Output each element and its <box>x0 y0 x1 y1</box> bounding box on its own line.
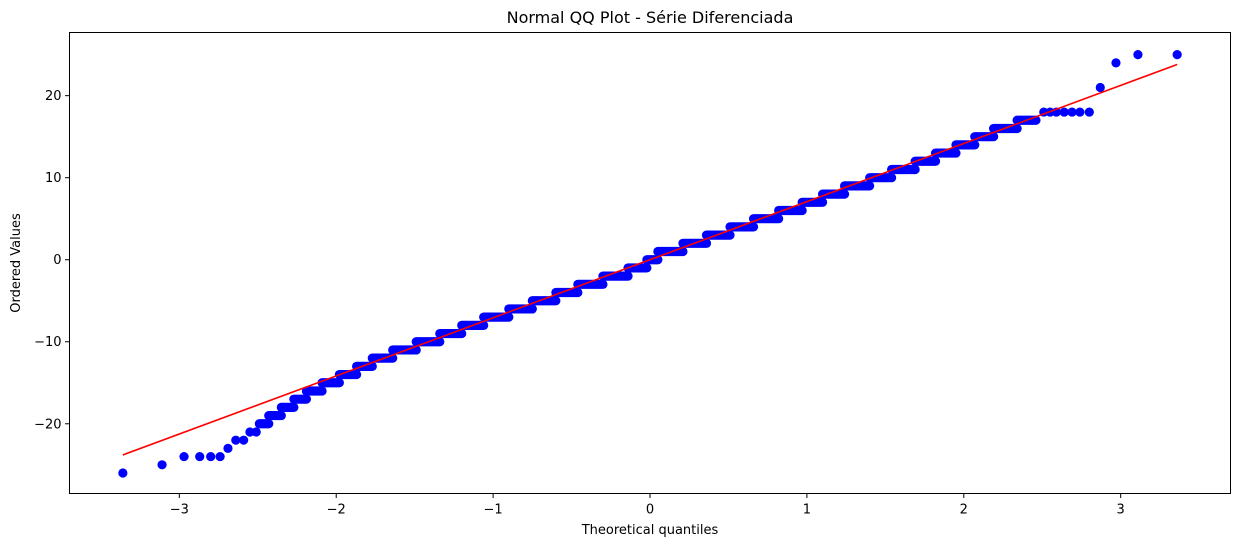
data-point <box>206 451 216 462</box>
data-point <box>1095 82 1105 93</box>
x-tick-label: −1 <box>484 503 503 518</box>
data-point <box>1067 107 1077 117</box>
x-tick-label: 3 <box>1117 503 1125 518</box>
data-point <box>239 435 249 445</box>
y-tick-label: −20 <box>34 417 61 432</box>
y-axis: −20 −10 0 10 20 <box>34 89 70 432</box>
x-tick-label: 2 <box>960 503 968 518</box>
data-point <box>215 451 225 462</box>
data-point-run <box>930 148 961 158</box>
data-point <box>118 468 128 478</box>
x-tick-label: 0 <box>646 503 654 518</box>
data-point <box>1059 107 1069 117</box>
data-point <box>1111 58 1121 68</box>
data-point <box>251 427 261 437</box>
y-tick-label: 0 <box>53 253 61 268</box>
data-point <box>1084 107 1094 117</box>
x-axis: −3 −2 −1 0 1 2 3 <box>170 493 1125 518</box>
x-axis-label: Theoretical quantiles <box>581 523 719 538</box>
fit-line <box>122 63 1178 456</box>
y-axis-label: Ordered Values <box>9 213 24 313</box>
data-point-run <box>352 361 377 371</box>
data-points <box>118 50 1182 478</box>
data-point-run <box>334 369 362 380</box>
y-tick-label: 10 <box>45 171 62 186</box>
data-point-run <box>887 164 920 175</box>
data-point-run <box>951 140 980 150</box>
data-point-run <box>598 271 633 281</box>
x-tick-label: −2 <box>327 503 346 518</box>
data-point <box>157 460 167 470</box>
data-point <box>1172 50 1182 60</box>
data-point <box>1133 50 1143 60</box>
data-point-run <box>797 197 828 207</box>
y-tick-label: 20 <box>45 89 62 104</box>
data-point-run <box>865 173 897 183</box>
data-point-run <box>910 156 941 166</box>
data-point <box>179 451 189 462</box>
data-point-run <box>254 419 274 429</box>
data-point-run <box>573 279 608 289</box>
data-point-run <box>623 263 652 273</box>
data-point <box>1075 107 1085 117</box>
data-point-run <box>839 181 875 191</box>
x-tick-label: 1 <box>803 503 811 518</box>
data-point-run <box>774 205 807 216</box>
data-point <box>223 443 233 453</box>
data-point-run <box>748 214 784 224</box>
data-point-run <box>276 402 299 412</box>
data-point-run <box>264 410 286 421</box>
data-point-run <box>551 287 583 298</box>
data-point-run <box>817 189 850 199</box>
data-point <box>195 451 205 462</box>
chart-title: Normal QQ Plot - Série Diferenciada <box>507 8 794 27</box>
y-tick-label: −10 <box>34 335 61 350</box>
data-point-run <box>527 296 561 306</box>
x-tick-label: −3 <box>170 503 189 518</box>
data-point-run <box>289 394 312 404</box>
data-point <box>231 435 241 445</box>
data-point-run <box>317 378 344 388</box>
data-point-run <box>301 386 327 396</box>
